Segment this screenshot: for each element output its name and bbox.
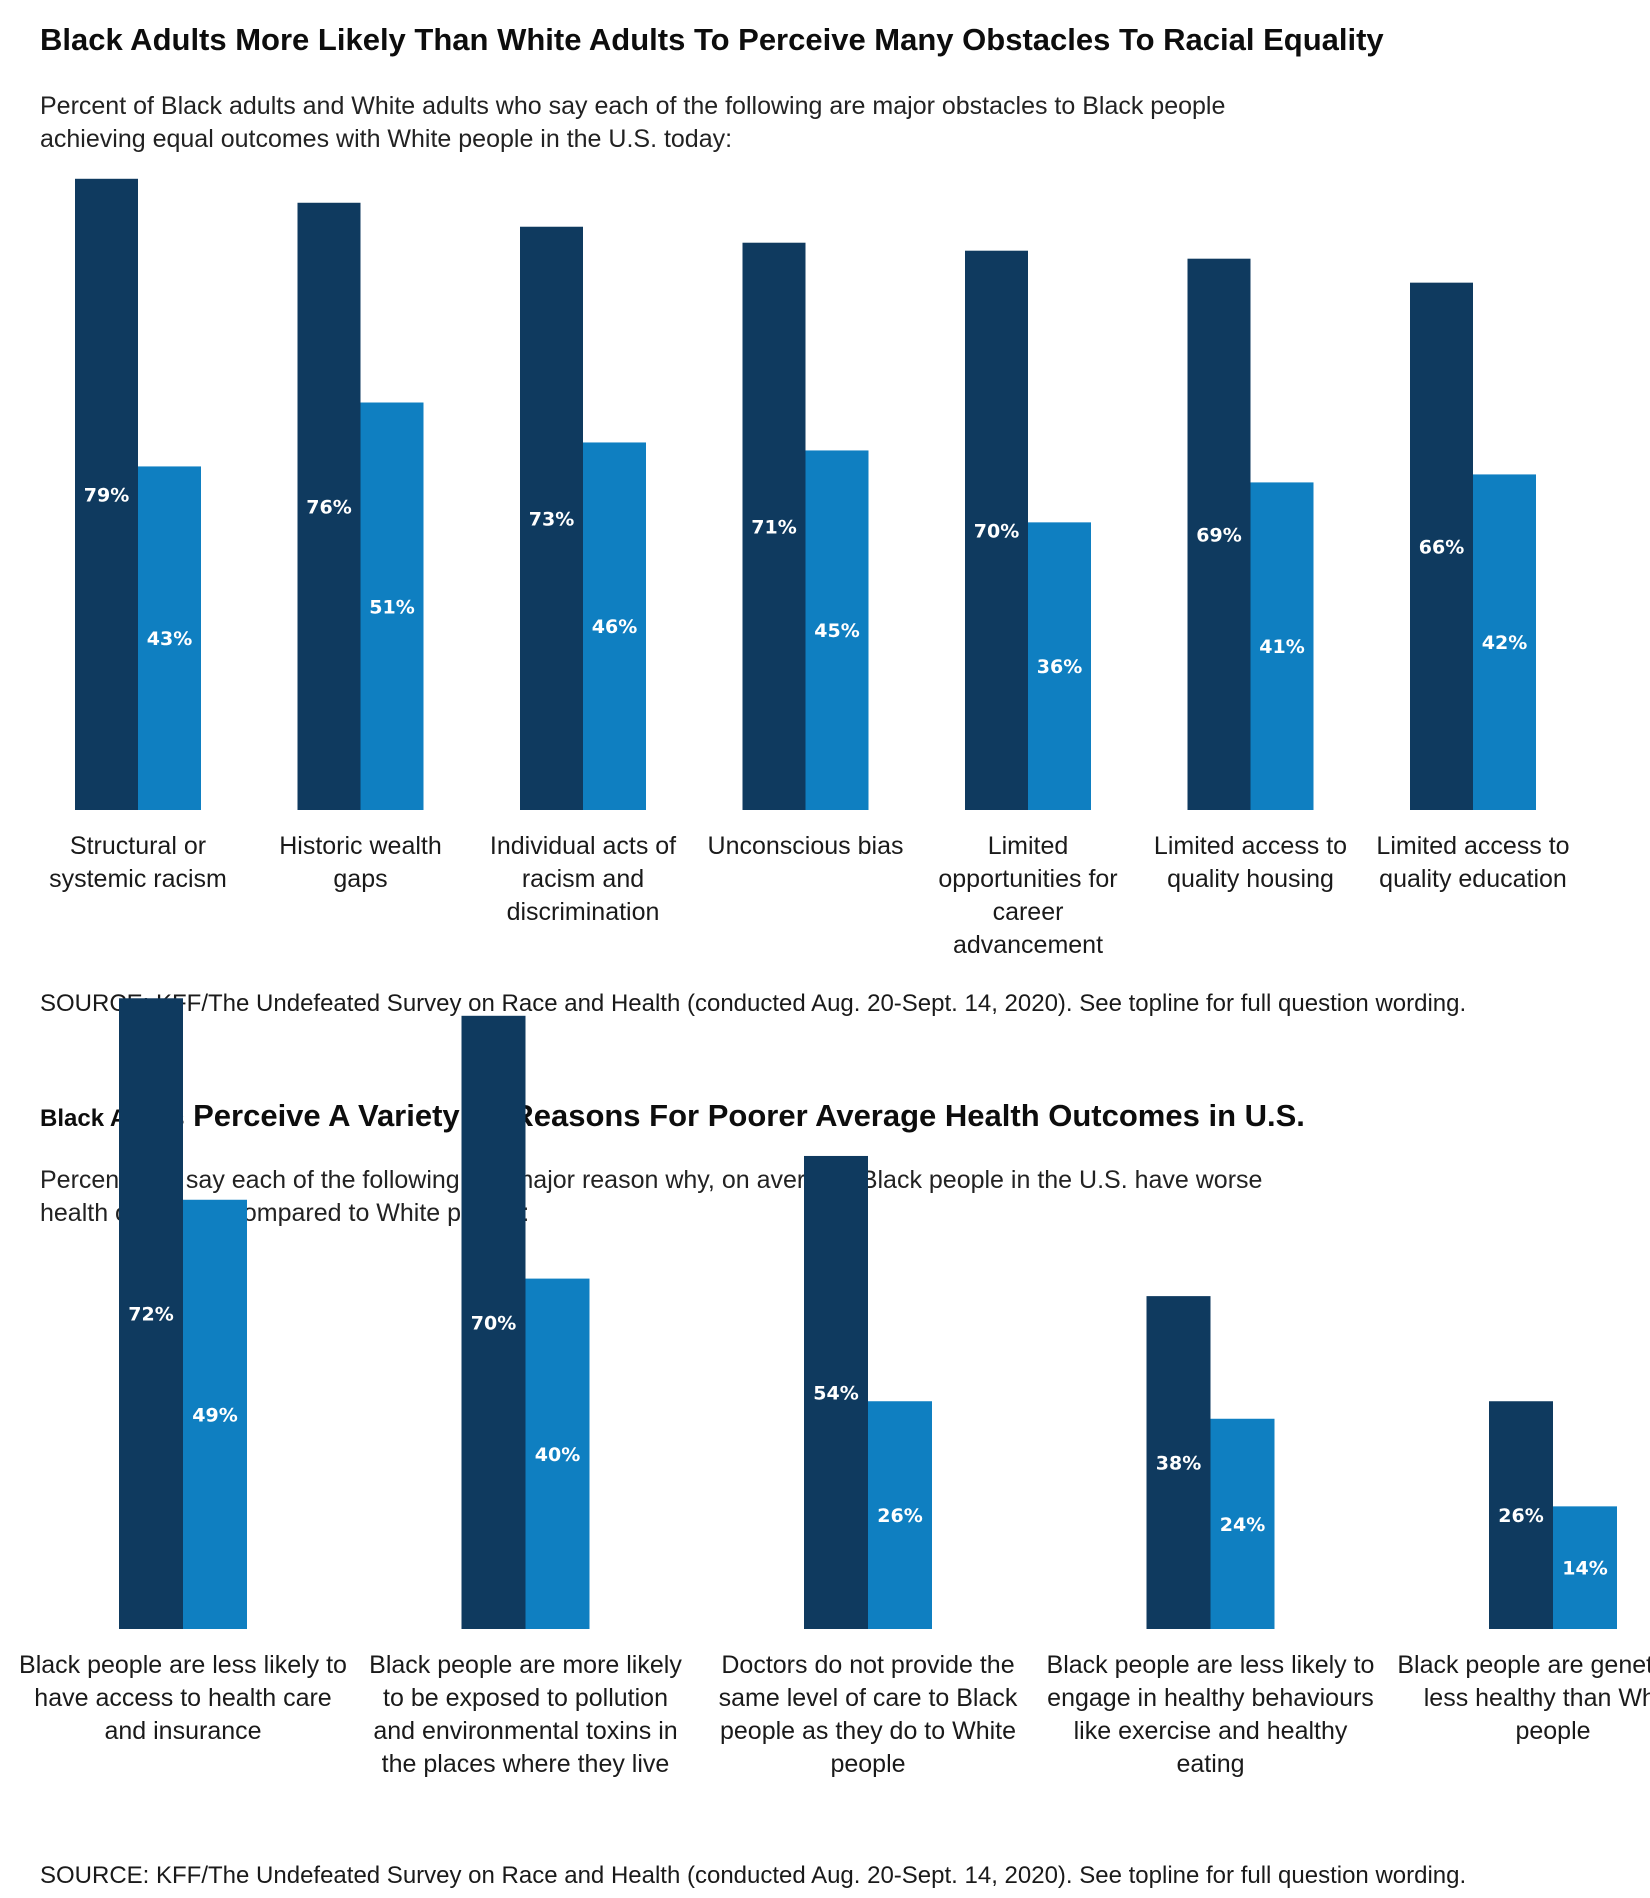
chart1-value-label-black-2: 73% <box>529 508 574 530</box>
chart2-bar-black-3 <box>1146 1296 1211 1629</box>
chart1-bar-white-5 <box>1250 482 1314 810</box>
chart1-bar-white-3 <box>805 450 869 810</box>
chart1-source: SOURCE: KFF/The Undefeated Survey on Rac… <box>40 990 1467 1017</box>
chart1-value-label-black-4: 70% <box>974 520 1019 542</box>
chart1-subtitle: Percent of Black adults and White adults… <box>40 92 1226 153</box>
chart2-bar-black-4 <box>1489 1401 1553 1629</box>
chart2-bar-white-2 <box>868 1401 932 1629</box>
chart1-bar-white-4 <box>1028 522 1091 810</box>
chart1-bar-black-3 <box>742 242 806 810</box>
chart1-category-label-5: Limited access to quality housing <box>1153 832 1348 893</box>
chart2-category-label-2: Doctors do not provide the same level of… <box>718 1651 1018 1778</box>
chart1-category-label-1: Historic wealth gaps <box>279 832 442 893</box>
chart1-value-label-white-0: 43% <box>147 628 192 650</box>
chart2-value-label-black-1: 70% <box>471 1312 516 1334</box>
chart1-bar-white-0 <box>138 466 201 810</box>
chart1-value-label-white-3: 45% <box>814 620 859 642</box>
chart2-category-label-1: Black people are more likely to be expos… <box>369 1651 682 1778</box>
chart2-title-main: Perceive A Variety Of Reasons For Poorer… <box>193 1098 1305 1133</box>
chart1-value-label-black-1: 76% <box>306 496 351 518</box>
chart2-category-label-3: Black people are less likely to engage i… <box>1046 1651 1375 1778</box>
chart1-bar-white-2 <box>583 442 646 810</box>
chart1-category-label-2: Individual acts of racism and discrimina… <box>489 832 677 926</box>
chart2-category-label-4: Black people are genetically less health… <box>1397 1651 1650 1745</box>
chart1-category-label-3: Unconscious bias <box>707 832 904 860</box>
chart1-bar-white-1 <box>360 402 424 810</box>
chart1-title: Black Adults More Likely Than White Adul… <box>40 22 1384 57</box>
chart2-bar-white-0 <box>183 1199 247 1629</box>
chart2-bar-black-2 <box>804 1155 868 1629</box>
chart1-bar-white-6 <box>1473 474 1536 810</box>
chart1-bar-black-6 <box>1410 282 1473 810</box>
chart1-value-label-white-4: 36% <box>1037 656 1082 678</box>
chart2-title: Black Adults Perceive A Variety Of Reaso… <box>40 1098 1305 1134</box>
chart1-value-label-white-5: 41% <box>1259 636 1304 658</box>
chart1-bar-black-1 <box>297 202 361 810</box>
chart1-value-label-white-1: 51% <box>369 596 414 618</box>
chart2-value-label-white-0: 49% <box>192 1404 237 1426</box>
chart1-value-label-white-2: 46% <box>592 616 637 638</box>
chart1-category-label-4: Limited opportunities for career advance… <box>938 832 1118 959</box>
chart2-value-label-white-3: 24% <box>1220 1514 1265 1536</box>
chart2-value-label-white-1: 40% <box>535 1444 580 1466</box>
chart2-category-label-0: Black people are less likely to have acc… <box>19 1651 347 1745</box>
chart1-value-label-white-6: 42% <box>1482 632 1527 654</box>
chart1-value-label-black-6: 66% <box>1419 536 1464 558</box>
chart2-bar-white-3 <box>1210 1418 1275 1629</box>
chart1-bar-black-0 <box>75 178 138 811</box>
chart2-bar-white-4 <box>1553 1506 1617 1629</box>
chart2-value-label-black-3: 38% <box>1156 1453 1201 1475</box>
chart2-value-label-black-4: 26% <box>1498 1505 1543 1527</box>
chart2-bar-black-1 <box>461 1015 526 1629</box>
chart1-bar-black-5 <box>1187 258 1251 810</box>
chart1-category-label-0: Structural or systemic racism <box>49 832 227 893</box>
chart1-value-label-black-0: 79% <box>84 484 129 506</box>
chart1-bar-black-4 <box>965 250 1028 810</box>
chart2-value-label-white-2: 26% <box>877 1505 922 1527</box>
chart2-value-label-white-4: 14% <box>1562 1558 1607 1580</box>
chart2-value-label-black-2: 54% <box>813 1382 858 1404</box>
chart1-plot: 79% 43% 76% 51% 73% 46% 71% 45% 70% 36% 69% 41% 66% 4… <box>75 178 1536 811</box>
chart1-value-label-black-3: 71% <box>751 516 796 538</box>
chart2-bar-white-1 <box>525 1278 590 1629</box>
chart2-value-label-black-0: 72% <box>128 1304 173 1326</box>
chart2-source: SOURCE: KFF/The Undefeated Survey on Rac… <box>40 1862 1467 1889</box>
chart2-bar-black-0 <box>119 998 183 1629</box>
chart1-category-label-6: Limited access to quality education <box>1376 832 1570 893</box>
chart1-value-label-black-5: 69% <box>1196 524 1241 546</box>
chart1-bar-black-2 <box>520 226 583 811</box>
